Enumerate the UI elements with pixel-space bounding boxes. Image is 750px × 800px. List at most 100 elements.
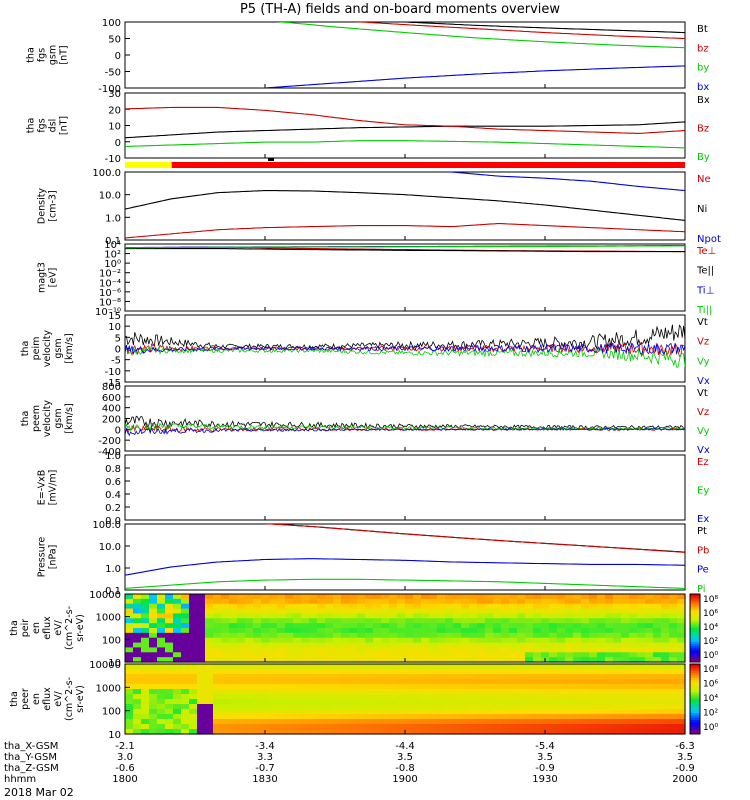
spectrogram-cell: [357, 647, 366, 653]
spectrogram-cell: [285, 632, 294, 639]
series-magt3-Te||: [125, 248, 685, 253]
spectrogram-cell: [541, 632, 550, 639]
spectrogram-cell: [125, 632, 134, 639]
spectrogram-cell: [413, 603, 422, 610]
spectrogram-cell: [413, 623, 422, 629]
colorbar-tick-label: 10⁸: [703, 665, 718, 675]
spectrogram-cell: [293, 613, 302, 619]
spectrogram-cell: [205, 618, 214, 624]
spectrogram-cell: [453, 603, 462, 610]
spectrogram-cell: [637, 657, 646, 663]
spectrogram-cell: [533, 729, 542, 735]
spectrogram-cell: [309, 657, 318, 663]
spectrogram-cell: [365, 628, 374, 634]
spectrogram-cell: [237, 719, 246, 725]
spectrogram-cell: [613, 669, 622, 675]
spectrogram-cell: [149, 709, 158, 715]
spectrogram-cell: [197, 729, 206, 735]
spectrogram-cell: [405, 724, 414, 730]
spectrogram-cell: [237, 694, 246, 700]
spectrogram-cell: [189, 684, 198, 690]
x-row-label-1: tha_Y-GSM: [4, 752, 57, 763]
spectrogram-cell: [269, 603, 278, 610]
spectrogram-cell: [453, 613, 462, 619]
spectrogram-cell: [237, 709, 246, 715]
legend-peim-velocity-Vx: Vx: [697, 376, 710, 387]
spectrogram-cell: [325, 719, 334, 725]
spectrogram-cell: [429, 704, 438, 710]
spectrogram-cell: [149, 689, 158, 695]
spectrogram-cell: [381, 657, 390, 663]
spectrogram-cell: [621, 637, 630, 644]
spectrogram-cell: [501, 679, 510, 685]
spectrogram-cell: [621, 709, 630, 715]
spectrogram-cell: [365, 594, 374, 600]
spectrogram-cell: [645, 704, 654, 710]
spectrogram-cell: [525, 719, 534, 725]
spectrogram-cell: [261, 669, 270, 675]
spectrogram-cell: [549, 623, 558, 629]
spectrogram-cell: [357, 684, 366, 690]
spectrogram-cell: [173, 642, 182, 649]
spectrogram-cell: [365, 714, 374, 720]
spectrogram-cell: [621, 684, 630, 690]
spectrogram-cell: [373, 724, 382, 730]
spectrogram-cell: [541, 647, 550, 653]
y-label-line: [km/s]: [64, 333, 75, 363]
spectrogram-cell: [357, 694, 366, 700]
spectrogram-cell: [429, 647, 438, 653]
spectrogram-cell: [245, 699, 254, 705]
spectrogram-cell: [261, 714, 270, 720]
spectrogram-cell: [133, 684, 142, 690]
spectrogram-cell: [589, 674, 598, 680]
spectrogram-cell: [333, 729, 342, 735]
legend-peem-velocity-Vt: Vt: [697, 388, 708, 399]
legend-e-field-Ez: Ez: [697, 457, 709, 468]
spectrogram-cell: [125, 652, 134, 658]
spectrogram-cell: [461, 637, 470, 644]
spectrogram-cell: [293, 729, 302, 735]
spectrogram-cell: [349, 598, 358, 605]
spectrogram-cell: [381, 699, 390, 705]
spectrogram-cell: [557, 642, 566, 649]
spectrogram-cell: [525, 689, 534, 695]
spectrogram-cell: [325, 628, 334, 634]
spectrogram-cell: [621, 608, 630, 615]
spectrogram-cell: [661, 724, 670, 730]
spectrogram-cell: [429, 719, 438, 725]
spectrogram-cell: [613, 699, 622, 705]
spectrogram-cell: [573, 657, 582, 663]
spectrogram-cell: [597, 594, 606, 600]
spectrogram-cell: [565, 652, 574, 658]
spectrogram-cell: [309, 699, 318, 705]
spectrogram-cell: [413, 729, 422, 735]
spectrogram-cell: [549, 699, 558, 705]
spectrogram-cell: [437, 699, 446, 705]
spectrogram-cell: [165, 642, 174, 649]
spectrogram-cell: [533, 674, 542, 680]
spectrogram-cell: [253, 657, 262, 663]
spectrogram-cell: [525, 679, 534, 685]
spectrogram-cell: [677, 598, 686, 605]
spectrogram-cell: [333, 637, 342, 644]
y-label-line: peim: [31, 337, 42, 361]
y-label-line: E=-VxB: [37, 470, 48, 505]
spectrogram-cell: [381, 623, 390, 629]
spectrogram-cell: [333, 628, 342, 634]
spectrogram-cell: [141, 704, 150, 710]
spectrogram-cell: [405, 684, 414, 690]
spectrogram-cell: [469, 598, 478, 605]
spectrogram-cell: [525, 729, 534, 735]
spectrogram-cell: [205, 637, 214, 644]
spectrogram-cell: [637, 652, 646, 658]
spectrogram-cell: [389, 689, 398, 695]
spectrogram-cell: [221, 637, 230, 644]
spectrogram-cell: [309, 632, 318, 639]
y-label-line: fgs: [37, 48, 48, 62]
colorbar-cell: [690, 650, 700, 654]
spectrogram-cell: [253, 642, 262, 649]
spectrogram-cell: [501, 632, 510, 639]
spectrogram-cell: [261, 642, 270, 649]
spectrogram-cell: [501, 724, 510, 730]
spectrogram-cell: [365, 729, 374, 735]
